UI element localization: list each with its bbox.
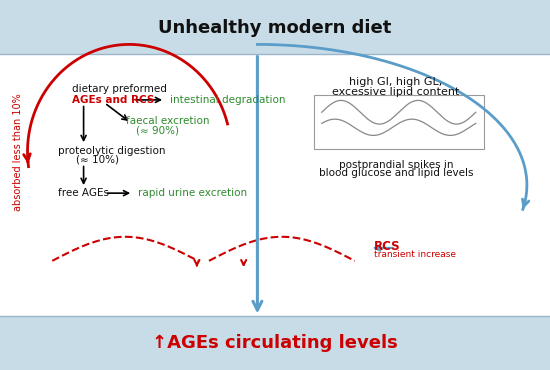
Text: dietary preformed: dietary preformed [72,84,166,94]
Text: Unhealthy modern diet: Unhealthy modern diet [158,19,392,37]
Text: ↑AGEs circulating levels: ↑AGEs circulating levels [152,334,398,352]
Text: absorbed less than 10%: absorbed less than 10% [13,93,23,211]
Text: transient increase: transient increase [374,250,456,259]
Text: proteolytic digestion: proteolytic digestion [58,146,165,156]
Text: postprandial spikes in: postprandial spikes in [339,159,453,170]
Text: faecal excretion: faecal excretion [126,116,210,127]
Text: blood glucose and lipid levels: blood glucose and lipid levels [319,168,473,178]
Text: RCS: RCS [374,239,400,253]
Text: AGEs and RCS: AGEs and RCS [72,95,154,105]
Bar [0,316,550,370]
Bar [0,0,550,54]
Text: high GI, high GL,: high GI, high GL, [349,77,443,87]
Text: excessive lipid content: excessive lipid content [332,87,460,97]
Text: (≈ 90%): (≈ 90%) [136,125,179,135]
Bar [314,95,484,149]
Text: (≈ 10%): (≈ 10%) [76,155,119,165]
Text: intestinal degradation: intestinal degradation [170,95,286,105]
Text: rapid urine excretion: rapid urine excretion [138,188,246,198]
Text: free AGEs: free AGEs [58,188,109,198]
